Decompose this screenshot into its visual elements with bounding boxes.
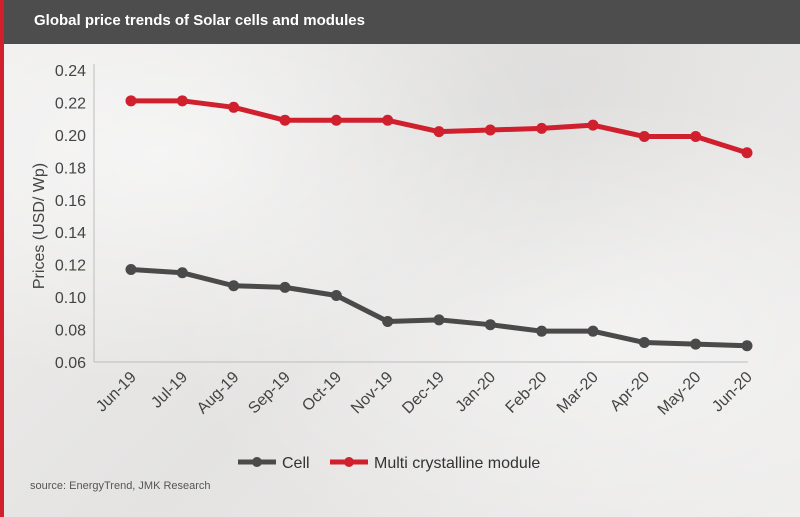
series-cell-point <box>279 281 291 293</box>
y-tick-label: 0.08 <box>55 323 86 340</box>
y-tick-label: 0.24 <box>55 63 86 80</box>
source-note: source: EnergyTrend, JMK Research <box>30 480 211 492</box>
series-cell-point <box>690 338 702 350</box>
series-cell-point <box>638 337 650 349</box>
series-module-point <box>484 124 496 136</box>
x-tick-label: Jan-20 <box>453 369 500 416</box>
y-tick-label: 0.20 <box>55 128 86 145</box>
series-cell-point <box>382 315 394 327</box>
series-cell-point <box>587 325 599 337</box>
y-tick-label: 0.22 <box>55 95 86 112</box>
y-tick-label: 0.14 <box>55 225 86 242</box>
series-cell-line <box>128 267 750 349</box>
x-tick-label: Oct-19 <box>299 369 345 415</box>
legend: Cell Multi crystalline module <box>238 455 540 472</box>
y-axis-label: Prices (USD/ Wp) <box>31 163 48 289</box>
series-module-point <box>638 131 650 143</box>
series-module-point <box>741 147 753 159</box>
legend-module-label: Multi crystalline module <box>374 455 540 472</box>
accent-bar <box>0 0 4 517</box>
x-tick-label: Nov-19 <box>348 369 397 418</box>
x-tick-label: Aug-19 <box>194 369 243 418</box>
series-module-point <box>587 119 599 131</box>
series-cell-point <box>228 280 240 292</box>
series-cell-point <box>536 325 548 337</box>
legend-module-marker <box>344 457 354 467</box>
y-tick-label: 0.16 <box>55 193 86 210</box>
x-tick-label: May-20 <box>655 369 705 419</box>
series-module-point <box>279 114 291 126</box>
series-cell-point <box>125 264 137 276</box>
series-module-point <box>176 95 188 107</box>
x-tick-label: Jun-20 <box>709 369 756 416</box>
chart-title: Global price trends of Solar cells and m… <box>34 12 365 29</box>
y-tick-label: 0.10 <box>55 290 86 307</box>
y-tick-label: 0.18 <box>55 160 86 177</box>
series-layer <box>125 95 753 352</box>
x-tick-labels: Jun-19 Jul-19 Aug-19 Sep-19 Oct-19 Nov-19 Dec-… <box>93 369 756 419</box>
series-module-point <box>382 114 394 126</box>
series-module-point <box>125 95 137 107</box>
series-module-point <box>433 126 445 138</box>
series-module-point <box>690 131 702 143</box>
legend-cell-label: Cell <box>282 455 310 472</box>
x-tick-label: Sep-19 <box>245 369 294 418</box>
series-cell-point <box>176 267 188 279</box>
x-tick-label: Jul-19 <box>148 369 191 412</box>
legend-cell-marker <box>252 457 262 467</box>
series-cell-point <box>484 319 496 331</box>
x-tick-label: Apr-20 <box>607 369 653 415</box>
x-tick-label: Dec-19 <box>399 369 448 418</box>
series-module-point <box>330 114 342 126</box>
header-bar: Global price trends of Solar cells and m… <box>4 0 800 44</box>
series-cell-point <box>433 314 445 326</box>
x-tick-label: Jun-19 <box>93 369 140 416</box>
y-tick-labels: 0.06 0.08 0.10 0.12 0.14 0.16 0.18 0.20 0.22 0.24 <box>55 63 86 372</box>
series-module-point <box>536 122 548 134</box>
series-cell-point <box>741 340 753 352</box>
series-cell-point <box>330 289 342 301</box>
y-tick-label: 0.12 <box>55 258 86 275</box>
x-tick-label: Mar-20 <box>554 369 602 417</box>
x-tick-label: Feb-20 <box>503 369 551 417</box>
y-tick-label: 0.06 <box>55 355 86 372</box>
series-module-point <box>228 101 240 113</box>
